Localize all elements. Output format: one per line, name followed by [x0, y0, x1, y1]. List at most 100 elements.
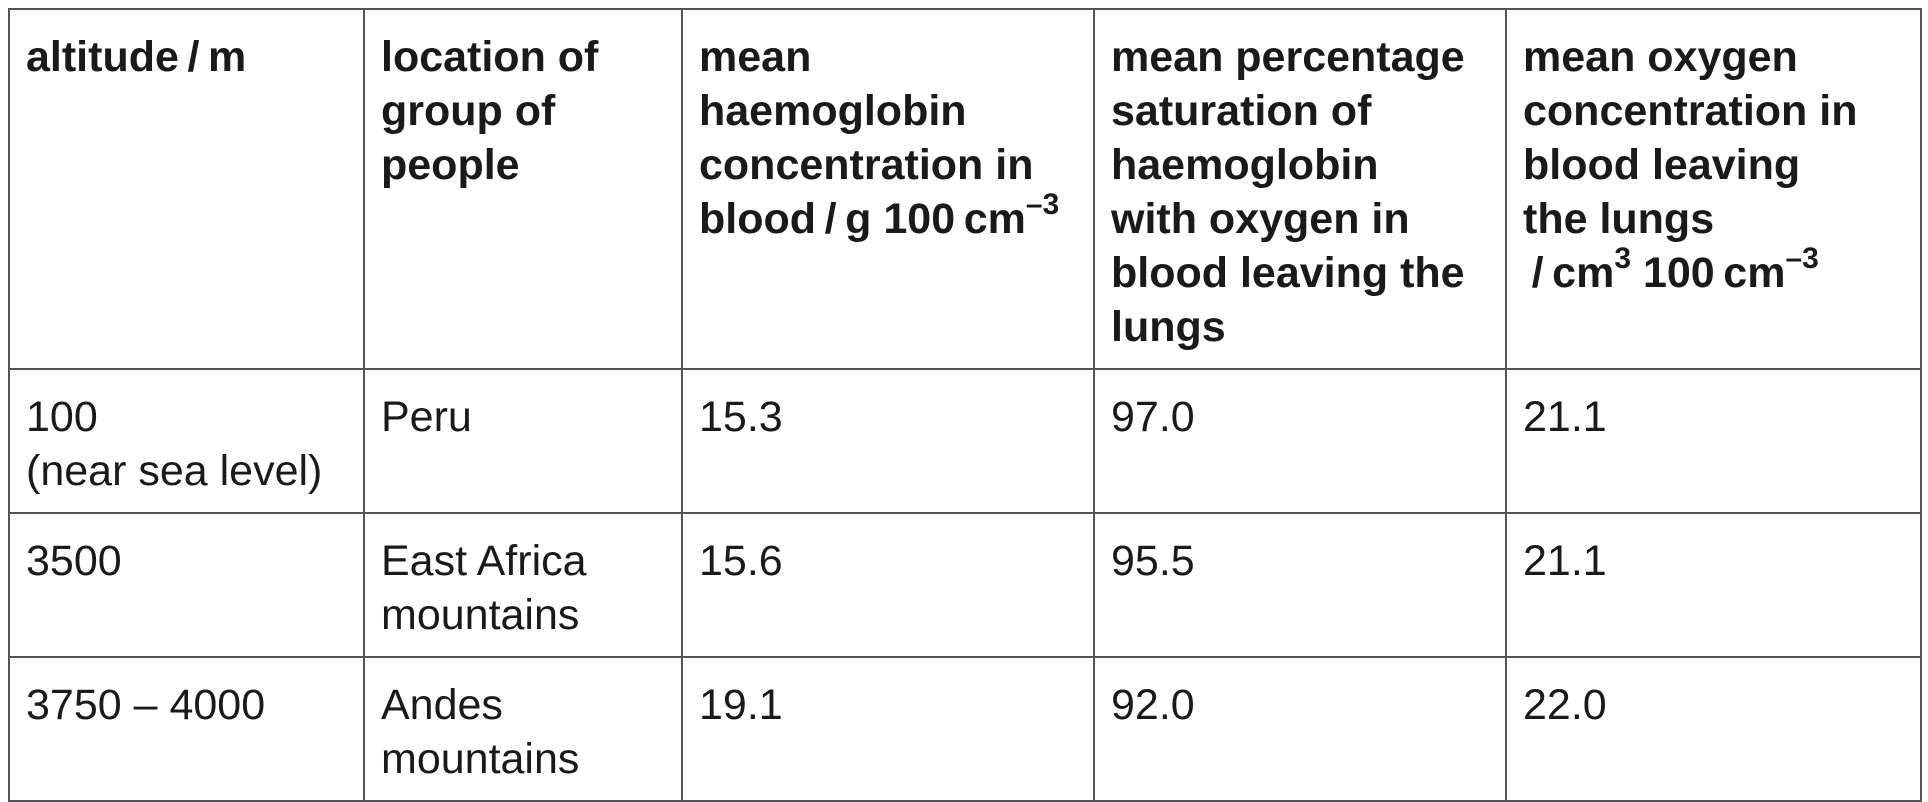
cell-text: lungs	[1111, 303, 1226, 351]
cell-text: Peru	[381, 393, 472, 441]
cell-text: blood / g 100 cm	[699, 195, 1026, 243]
cell-location: East Africa mountains	[363, 512, 683, 658]
cell-text: mountains	[381, 591, 580, 639]
cell-altitude: 3500	[8, 512, 365, 658]
cell-line: saturation of	[1111, 84, 1489, 138]
cell-text: blood leaving	[1523, 141, 1801, 189]
cell-text: 15.3	[699, 393, 783, 441]
cell-haemoglobin-concentration: 15.6	[681, 512, 1095, 658]
cell-text: haemoglobin	[699, 87, 967, 135]
cell-location: Andes mountains	[363, 656, 683, 802]
table-row: 100 (near sea level) Peru 15.3 97.0 21.1	[8, 368, 1922, 514]
header-row: altitude / m location of group of people m…	[8, 8, 1922, 370]
cell-text: mean percentage	[1111, 33, 1465, 81]
cell-line: 97.0	[1111, 390, 1489, 444]
cell-text: concentration in	[699, 141, 1034, 189]
cell-line: 21.1	[1523, 390, 1904, 444]
cell-line: 3500	[26, 534, 347, 588]
cell-line: East Africa	[381, 534, 665, 588]
cell-text: group of	[381, 87, 556, 135]
cell-line: mean oxygen	[1523, 30, 1904, 84]
cell-haemoglobin-concentration: 15.3	[681, 368, 1095, 514]
cell-line: people	[381, 138, 665, 192]
cell-line: group of	[381, 84, 665, 138]
cell-line: concentration in	[1523, 84, 1904, 138]
header-altitude: altitude / m	[8, 8, 365, 370]
cell-location: Peru	[363, 368, 683, 514]
cell-line: haemoglobin	[699, 84, 1077, 138]
cell-text: 22.0	[1523, 681, 1607, 729]
cell-text: haemoglobin	[1111, 141, 1379, 189]
cell-line: Andes	[381, 678, 665, 732]
cell-line: 21.1	[1523, 534, 1904, 588]
cell-oxygen-concentration: 21.1	[1505, 512, 1922, 658]
header-location: location of group of people	[363, 8, 683, 370]
cell-line: mean percentage	[1111, 30, 1489, 84]
header-oxygen-concentration: mean oxygen concentration in blood leaving…	[1505, 8, 1922, 370]
cell-line: location of	[381, 30, 665, 84]
cell-line: 100	[26, 390, 347, 444]
cell-line: Peru	[381, 390, 665, 444]
cell-line: concentration in	[699, 138, 1077, 192]
cell-altitude: 100 (near sea level)	[8, 368, 365, 514]
cell-text: people	[381, 141, 520, 189]
cell-text: saturation of	[1111, 87, 1372, 135]
cell-line: mountains	[381, 732, 665, 786]
table-row: 3750 – 4000 Andes mountains 19.1 92.0 22.…	[8, 656, 1922, 802]
cell-line: blood leaving	[1523, 138, 1904, 192]
cell-text: 97.0	[1111, 393, 1195, 441]
cell-line: / cm3 100 cm–3	[1523, 243, 1904, 300]
cell-line: 22.0	[1523, 678, 1904, 732]
cell-text: 15.6	[699, 537, 783, 585]
cell-text: blood leaving the	[1111, 249, 1465, 297]
cell-text: mean oxygen	[1523, 33, 1798, 81]
cell-text: mountains	[381, 735, 580, 783]
cell-text: / cm	[1523, 249, 1615, 297]
data-table: altitude / m location of group of people m…	[8, 8, 1922, 802]
header-saturation: mean percentage saturation of haemoglobin w…	[1093, 8, 1507, 370]
cell-line: 15.3	[699, 390, 1077, 444]
cell-line: altitude / m	[26, 30, 347, 84]
cell-line: lungs	[1111, 300, 1489, 354]
cell-text: concentration in	[1523, 87, 1858, 135]
table-row: 3500 East Africa mountains 15.6 95.5 21.1	[8, 512, 1922, 658]
cell-line: blood / g 100 cm–3	[699, 189, 1077, 246]
cell-text: altitude / m	[26, 33, 247, 81]
cell-text: location of	[381, 33, 599, 81]
cell-text: 3500	[26, 537, 122, 585]
cell-line: mountains	[381, 588, 665, 642]
cell-line: with oxygen in	[1111, 192, 1489, 246]
cell-line: the lungs	[1523, 192, 1904, 246]
cell-saturation: 92.0	[1093, 656, 1507, 802]
cell-text: 21.1	[1523, 393, 1607, 441]
cell-oxygen-concentration: 22.0	[1505, 656, 1922, 802]
superscript: 3	[1614, 241, 1631, 275]
superscript: –3	[1025, 187, 1060, 221]
cell-line: mean	[699, 30, 1077, 84]
cell-saturation: 95.5	[1093, 512, 1507, 658]
cell-saturation: 97.0	[1093, 368, 1507, 514]
cell-line: 15.6	[699, 534, 1077, 588]
cell-text: the lungs	[1523, 195, 1715, 243]
cell-text: 21.1	[1523, 537, 1607, 585]
cell-text: 19.1	[699, 681, 783, 729]
cell-altitude: 3750 – 4000	[8, 656, 365, 802]
cell-line: 19.1	[699, 678, 1077, 732]
cell-text: with oxygen in	[1111, 195, 1410, 243]
cell-text: 92.0	[1111, 681, 1195, 729]
superscript: –3	[1785, 241, 1819, 275]
cell-oxygen-concentration: 21.1	[1505, 368, 1922, 514]
cell-text: (near sea level)	[26, 447, 323, 495]
cell-line: blood leaving the	[1111, 246, 1489, 300]
cell-line: haemoglobin	[1111, 138, 1489, 192]
cell-text: East Africa	[381, 537, 587, 585]
cell-haemoglobin-concentration: 19.1	[681, 656, 1095, 802]
cell-text: 95.5	[1111, 537, 1195, 585]
cell-text: 3750 – 4000	[26, 681, 266, 729]
cell-line: 3750 – 4000	[26, 678, 347, 732]
cell-line: 95.5	[1111, 534, 1489, 588]
cell-text: Andes	[381, 681, 503, 729]
cell-text: 100	[26, 393, 98, 441]
cell-line: (near sea level)	[26, 444, 347, 498]
cell-line: 92.0	[1111, 678, 1489, 732]
